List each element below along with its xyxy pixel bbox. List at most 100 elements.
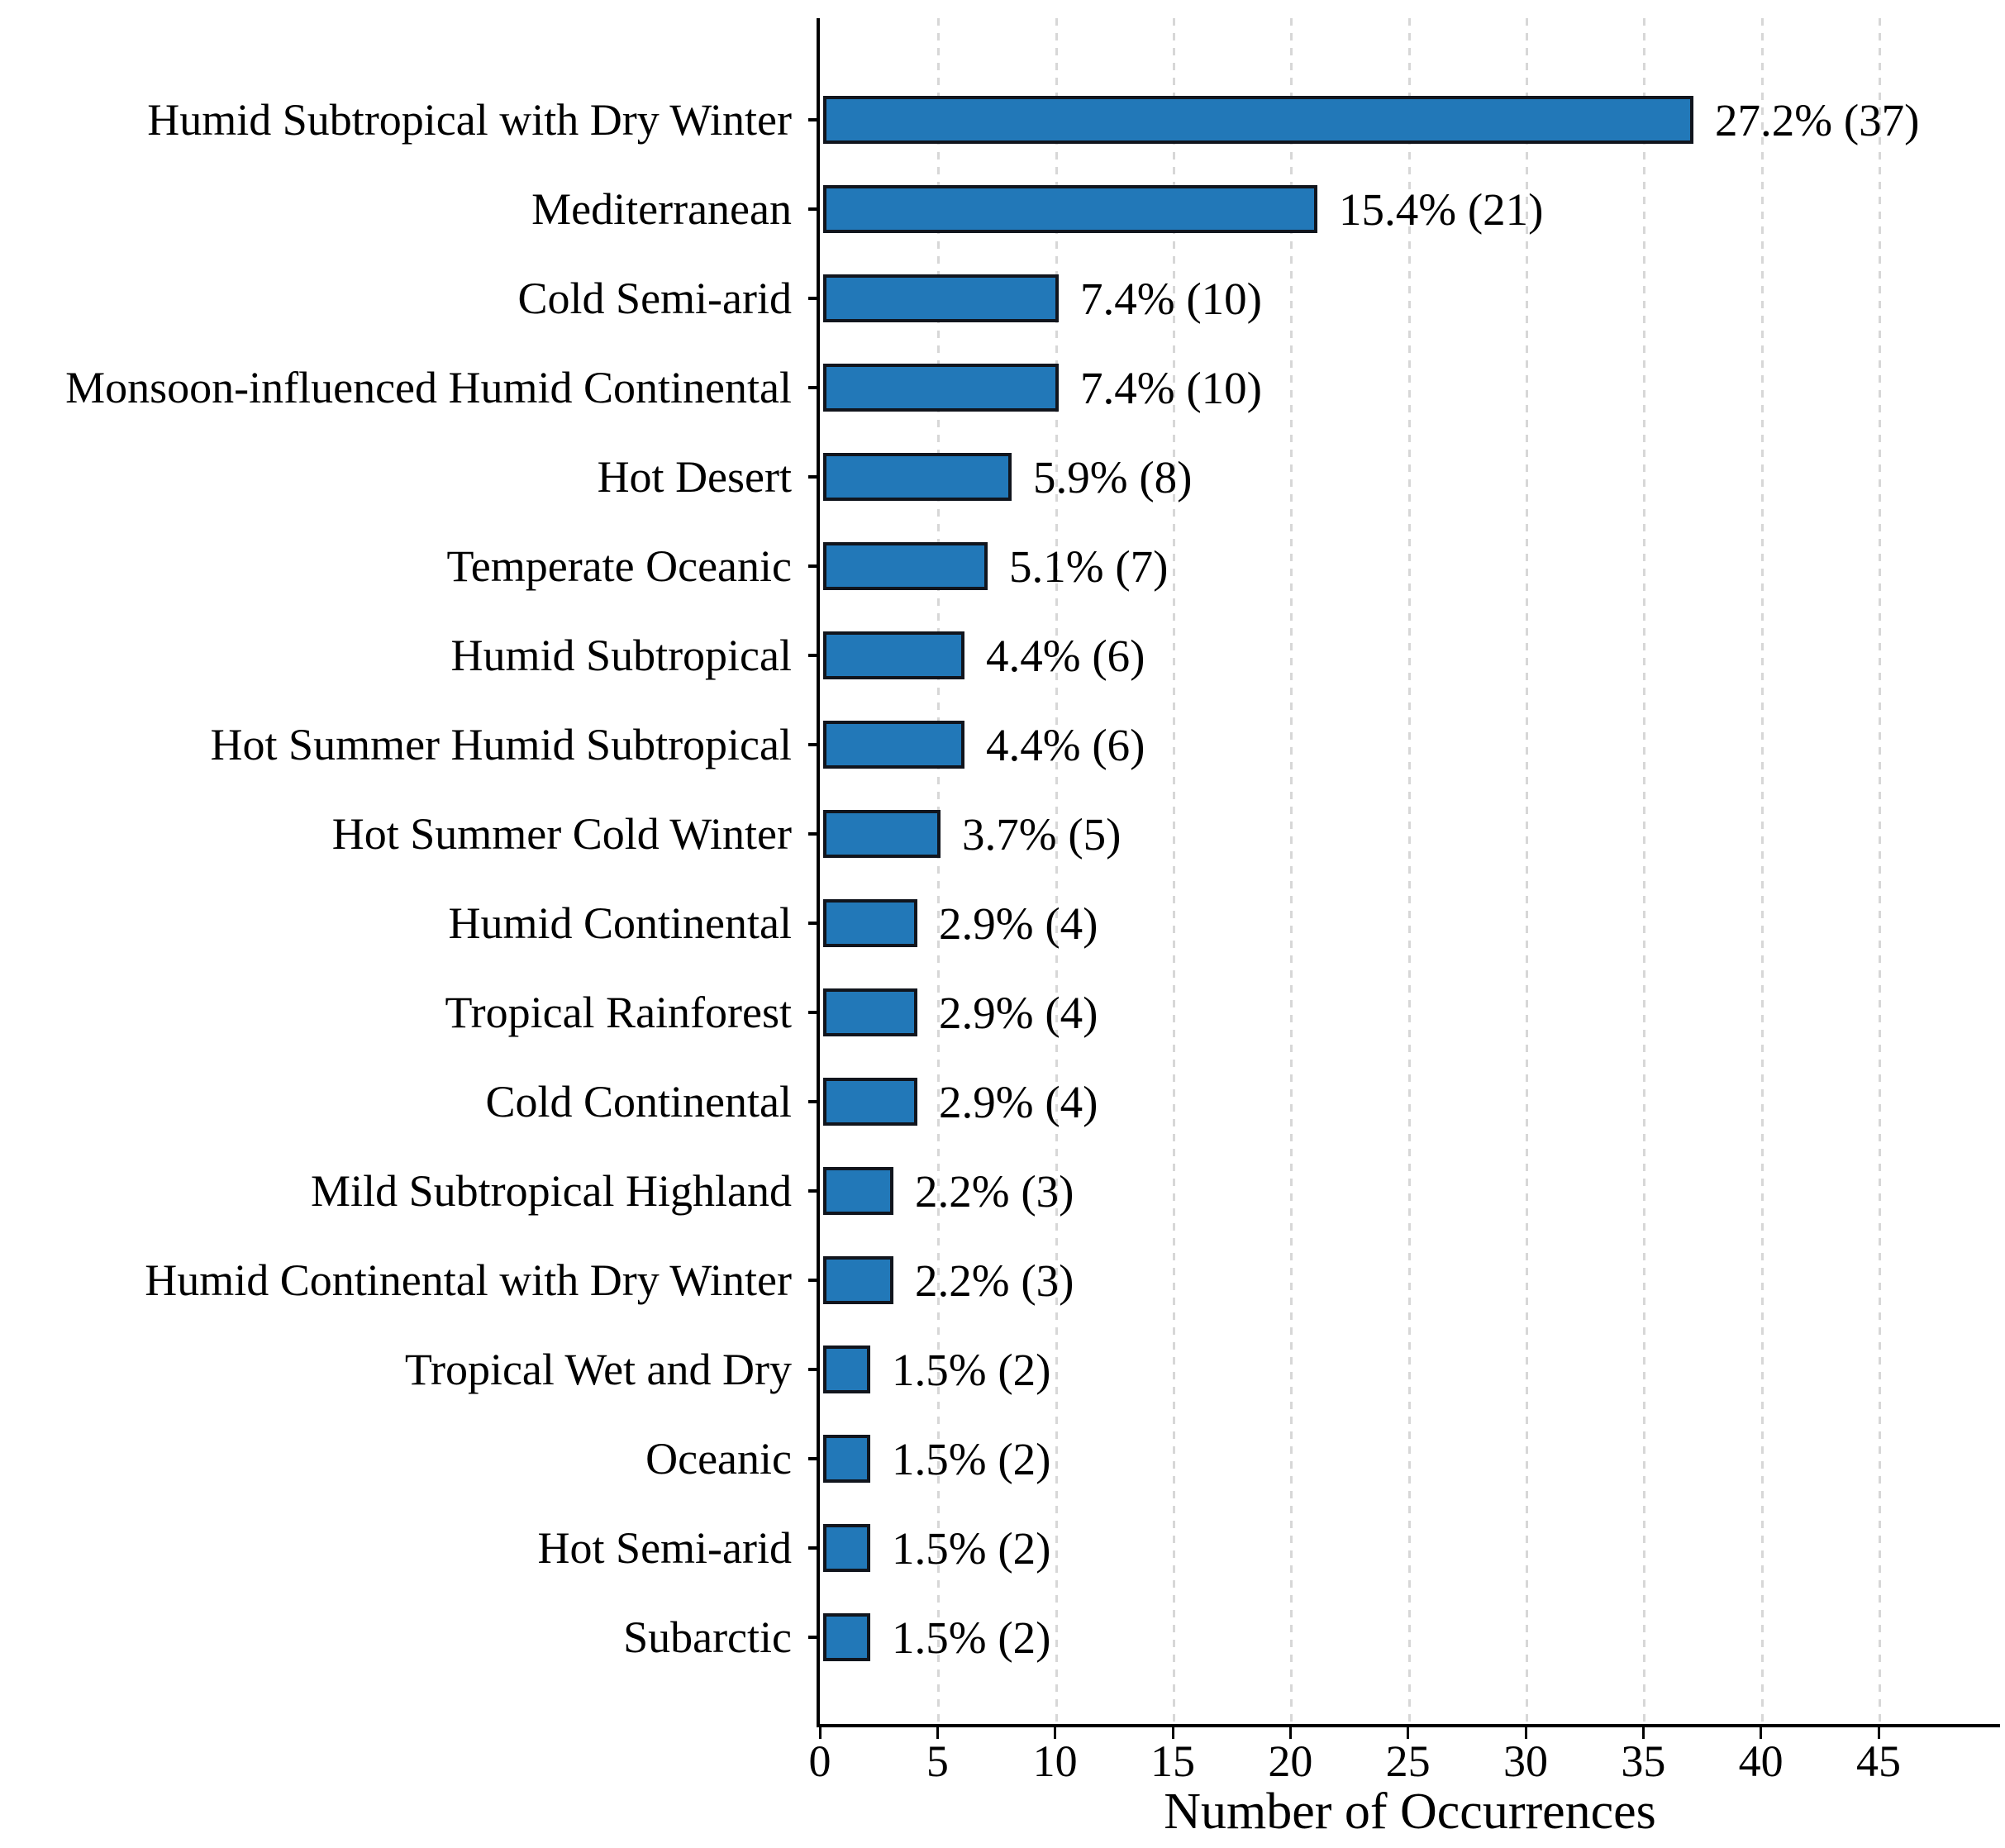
category-label: Humid Subtropical with Dry Winter	[147, 94, 792, 145]
x-axis-tick-0	[818, 1727, 822, 1739]
category-label: Humid Continental	[448, 898, 792, 948]
bar-value-label: 5.9% (8)	[1033, 451, 1193, 502]
bar	[823, 1435, 870, 1483]
x-axis-tick-5	[936, 1727, 939, 1739]
category-row: Subarctic 1.5% (2)	[0, 1593, 2005, 1682]
bar-value-label: 1.5% (2)	[892, 1612, 1051, 1663]
category-row: Humid Subtropical with Dry Winter 27.2% (…	[0, 75, 2005, 164]
bar	[823, 453, 1012, 501]
category-label: Hot Semi-arid	[537, 1522, 792, 1573]
y-axis-tick	[808, 564, 820, 568]
category-label: Humid Subtropical	[450, 630, 792, 680]
category-row: Humid Continental with Dry Winter 2.2% (3…	[0, 1236, 2005, 1325]
gridline-15	[1173, 18, 1175, 1724]
bar	[823, 631, 964, 679]
bar-value-label: 5.1% (7)	[1009, 541, 1169, 592]
bar-value-label: 2.2% (3)	[915, 1255, 1074, 1306]
y-axis-tick	[808, 1011, 820, 1014]
x-axis-tick-label-45: 45	[1856, 1736, 1901, 1786]
x-axis-tick-label-10: 10	[1032, 1736, 1078, 1786]
x-axis-tick-label-35: 35	[1621, 1736, 1666, 1786]
category-label: Mild Subtropical Highland	[311, 1165, 792, 1216]
y-axis-tick	[808, 1279, 820, 1282]
category-row: Monsoon-influenced Humid Continental 7.4%…	[0, 343, 2005, 432]
category-label: Cold Semi-arid	[517, 273, 792, 323]
y-axis-tick	[808, 386, 820, 389]
bar	[823, 899, 917, 947]
bar-value-label: 1.5% (2)	[892, 1433, 1051, 1484]
bar	[823, 1346, 870, 1393]
bar	[823, 1078, 917, 1126]
category-label: Mediterranean	[531, 183, 792, 234]
bar-value-label: 3.7% (5)	[962, 808, 1122, 860]
bar-rows-container: Humid Subtropical with Dry Winter 27.2% (…	[0, 18, 2005, 1682]
category-row: Temperate Oceanic 5.1% (7)	[0, 522, 2005, 611]
x-axis-tick-25	[1407, 1727, 1410, 1739]
y-axis-tick	[808, 297, 820, 300]
bar-value-label: 4.4% (6)	[986, 630, 1145, 681]
bar	[823, 810, 941, 858]
x-axis-tick-30	[1524, 1727, 1527, 1739]
category-row: Mediterranean 15.4% (21)	[0, 164, 2005, 254]
y-axis-tick	[808, 207, 820, 211]
category-label: Monsoon-influenced Humid Continental	[65, 362, 792, 412]
y-axis-tick	[808, 922, 820, 925]
category-row: Oceanic 1.5% (2)	[0, 1414, 2005, 1503]
x-axis-tick-20	[1288, 1727, 1292, 1739]
x-axis-title: Number of Occurrences	[1164, 1784, 1656, 1840]
category-row: Cold Continental 2.9% (4)	[0, 1057, 2005, 1146]
category-label: Temperate Oceanic	[446, 541, 792, 591]
x-axis-tick-label-0: 0	[808, 1736, 831, 1786]
bar-value-label: 1.5% (2)	[892, 1344, 1051, 1395]
category-label: Hot Summer Cold Winter	[331, 808, 792, 859]
y-axis-tick	[808, 1189, 820, 1193]
y-axis-tick	[808, 1100, 820, 1103]
category-row: Cold Semi-arid 7.4% (10)	[0, 254, 2005, 343]
category-row: Hot Desert 5.9% (8)	[0, 432, 2005, 522]
category-label: Subarctic	[623, 1612, 792, 1662]
gridline-45	[1879, 18, 1881, 1724]
bar-value-label: 1.5% (2)	[892, 1522, 1051, 1574]
bar	[823, 1524, 870, 1572]
gridline-5	[937, 18, 941, 1724]
x-axis-tick-label-5: 5	[926, 1736, 949, 1786]
x-axis-tick-40	[1760, 1727, 1763, 1739]
category-label: Oceanic	[645, 1433, 792, 1484]
x-axis-tick-35	[1641, 1727, 1645, 1739]
category-label: Hot Desert	[597, 451, 792, 502]
y-axis-tick	[808, 1636, 820, 1639]
bar	[823, 1167, 893, 1215]
y-axis-spine	[817, 18, 820, 1727]
category-label: Tropical Wet and Dry	[404, 1344, 792, 1394]
category-label: Hot Summer Humid Subtropical	[210, 719, 792, 769]
bar-value-label: 4.4% (6)	[986, 719, 1145, 770]
category-label: Tropical Rainforest	[445, 987, 792, 1037]
x-axis-tick-10	[1054, 1727, 1057, 1739]
x-axis-tick-45	[1877, 1727, 1880, 1739]
bar-value-label: 27.2% (37)	[1715, 94, 1920, 145]
category-row: Hot Semi-arid 1.5% (2)	[0, 1503, 2005, 1593]
category-row: Hot Summer Humid Subtropical 4.4% (6)	[0, 700, 2005, 789]
y-axis-tick	[808, 743, 820, 746]
category-label: Humid Continental with Dry Winter	[145, 1255, 792, 1305]
gridline-20	[1290, 18, 1293, 1724]
y-axis-tick	[808, 475, 820, 479]
bar	[823, 274, 1059, 322]
y-axis-tick	[808, 118, 820, 121]
bar-value-label: 2.9% (4)	[939, 898, 1098, 949]
bar-value-label: 2.9% (4)	[939, 987, 1098, 1038]
bar-value-label: 7.4% (10)	[1080, 273, 1262, 324]
gridline-10	[1055, 18, 1058, 1724]
gridline-25	[1407, 18, 1411, 1724]
y-axis-tick	[808, 654, 820, 657]
category-row: Hot Summer Cold Winter 3.7% (5)	[0, 789, 2005, 879]
y-axis-tick	[808, 1457, 820, 1460]
category-row: Humid Continental 2.9% (4)	[0, 879, 2005, 968]
bar	[823, 364, 1059, 412]
category-row: Tropical Rainforest 2.9% (4)	[0, 968, 2005, 1057]
gridline-35	[1643, 18, 1646, 1724]
gridline-40	[1760, 18, 1764, 1724]
bar	[823, 988, 917, 1036]
x-axis-tick-label-15: 15	[1150, 1736, 1195, 1786]
